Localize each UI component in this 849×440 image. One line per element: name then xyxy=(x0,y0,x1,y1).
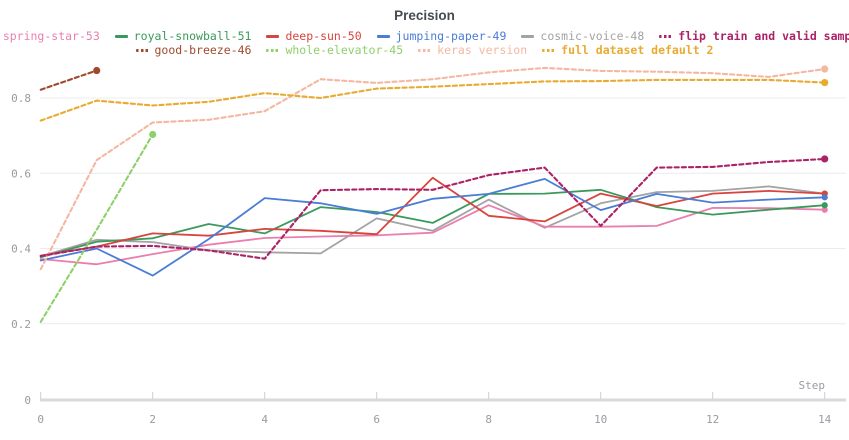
x-tick-label: 0 xyxy=(37,413,44,426)
legend-item-good-breeze-46[interactable]: good-breeze-46 xyxy=(135,43,252,57)
y-tick-label: 0.6 xyxy=(11,167,31,180)
legend-item-label: whole-elevator-45 xyxy=(285,43,404,57)
legend-item-flip-train-and-valid-sample[interactable]: flip train and valid sample xyxy=(659,30,849,43)
dashed-line-swatch-icon xyxy=(418,49,432,52)
x-tick-label: 12 xyxy=(706,413,719,426)
solid-line-swatch-icon xyxy=(114,35,128,38)
series-endpoint-flip-train-and-valid-sample[interactable] xyxy=(821,155,829,163)
legend-item-jumping-paper-49[interactable]: jumping-paper-49 xyxy=(376,29,507,43)
series-line-deep-sun-50[interactable] xyxy=(39,176,826,257)
solid-line-swatch-icon xyxy=(376,35,390,38)
legend-item-full-dataset-default-2[interactable]: full dataset default 2 xyxy=(542,44,713,57)
y-tick-label: 0.8 xyxy=(11,92,31,105)
series-line-keras-version[interactable] xyxy=(39,66,826,271)
series-endpoint-whole-elevator-45[interactable] xyxy=(149,130,157,139)
x-tick-label: 2 xyxy=(149,413,156,426)
legend-item-label: good-breeze-46 xyxy=(154,43,252,57)
legend-item-label: cosmic-voice-48 xyxy=(540,29,645,43)
dashed-line-swatch-icon xyxy=(266,49,280,52)
chart-title: Precision xyxy=(394,8,455,23)
dashed-line-swatch-icon xyxy=(659,35,673,38)
legend-item-label: royal-snowball-51 xyxy=(133,29,252,43)
series-endpoint-full-dataset-default-2[interactable] xyxy=(821,78,829,87)
series-line-jumping-paper-49[interactable] xyxy=(39,177,826,277)
x-axis-title: Step xyxy=(799,379,826,392)
legend-row-2: good-breeze-46 whole-elevator-45 keras ver… xyxy=(0,44,849,57)
legend-item-royal-snowball-51[interactable]: royal-snowball-51 xyxy=(114,29,252,43)
series-line-flip-train-and-valid-sample[interactable] xyxy=(39,157,826,260)
x-tick-label: 4 xyxy=(261,413,268,426)
chart-legend: spring-star-53 royal-snowball-51 deep-sun-… xyxy=(0,30,849,58)
series-endpoint-spring-star-53[interactable] xyxy=(821,206,828,213)
series-endpoint-jumping-paper-49[interactable] xyxy=(821,194,828,201)
series-line-cosmic-voice-48[interactable] xyxy=(39,185,826,258)
legend-item-label: spring-star-53 xyxy=(2,29,100,43)
series-endpoint-keras-version[interactable] xyxy=(821,65,829,73)
y-tick-label: 0 xyxy=(24,394,31,407)
x-tick-label: 10 xyxy=(594,413,607,426)
legend-item-deep-sun-50[interactable]: deep-sun-50 xyxy=(266,29,362,43)
series-endpoint-royal-snowball-51[interactable] xyxy=(821,202,828,209)
y-tick-label: 0.2 xyxy=(11,318,31,331)
series-line-good-breeze-46[interactable] xyxy=(39,69,98,91)
x-tick-label: 8 xyxy=(485,413,492,426)
x-tick-label: 6 xyxy=(373,413,380,426)
solid-line-swatch-icon xyxy=(521,35,535,38)
series-line-full-dataset-default-2[interactable] xyxy=(39,78,826,122)
series-line-spring-star-53[interactable] xyxy=(39,204,826,266)
y-tick-label: 0.4 xyxy=(11,243,31,256)
legend-item-label: keras version xyxy=(437,43,528,57)
solid-line-swatch-icon xyxy=(266,35,280,38)
legend-item-label: jumping-paper-49 xyxy=(395,29,507,43)
series-line-whole-elevator-45[interactable] xyxy=(39,133,154,323)
dashed-line-swatch-icon xyxy=(135,49,149,52)
legend-item-label: flip train and valid sample xyxy=(678,29,849,43)
legend-item-label: deep-sun-50 xyxy=(285,29,362,43)
legend-item-keras-version[interactable]: keras version xyxy=(418,44,527,57)
legend-item-label: full dataset default 2 xyxy=(561,43,714,57)
x-tick-label: 14 xyxy=(818,413,832,426)
legend-item-whole-elevator-45[interactable]: whole-elevator-45 xyxy=(266,44,403,57)
legend-row-1: spring-star-53 royal-snowball-51 deep-sun-… xyxy=(0,30,849,43)
series-endpoint-good-breeze-46[interactable] xyxy=(93,66,101,75)
legend-item-cosmic-voice-48[interactable]: cosmic-voice-48 xyxy=(521,30,644,43)
legend-item-spring-star-53[interactable]: spring-star-53 xyxy=(0,30,100,43)
dashed-line-swatch-icon xyxy=(542,49,556,52)
